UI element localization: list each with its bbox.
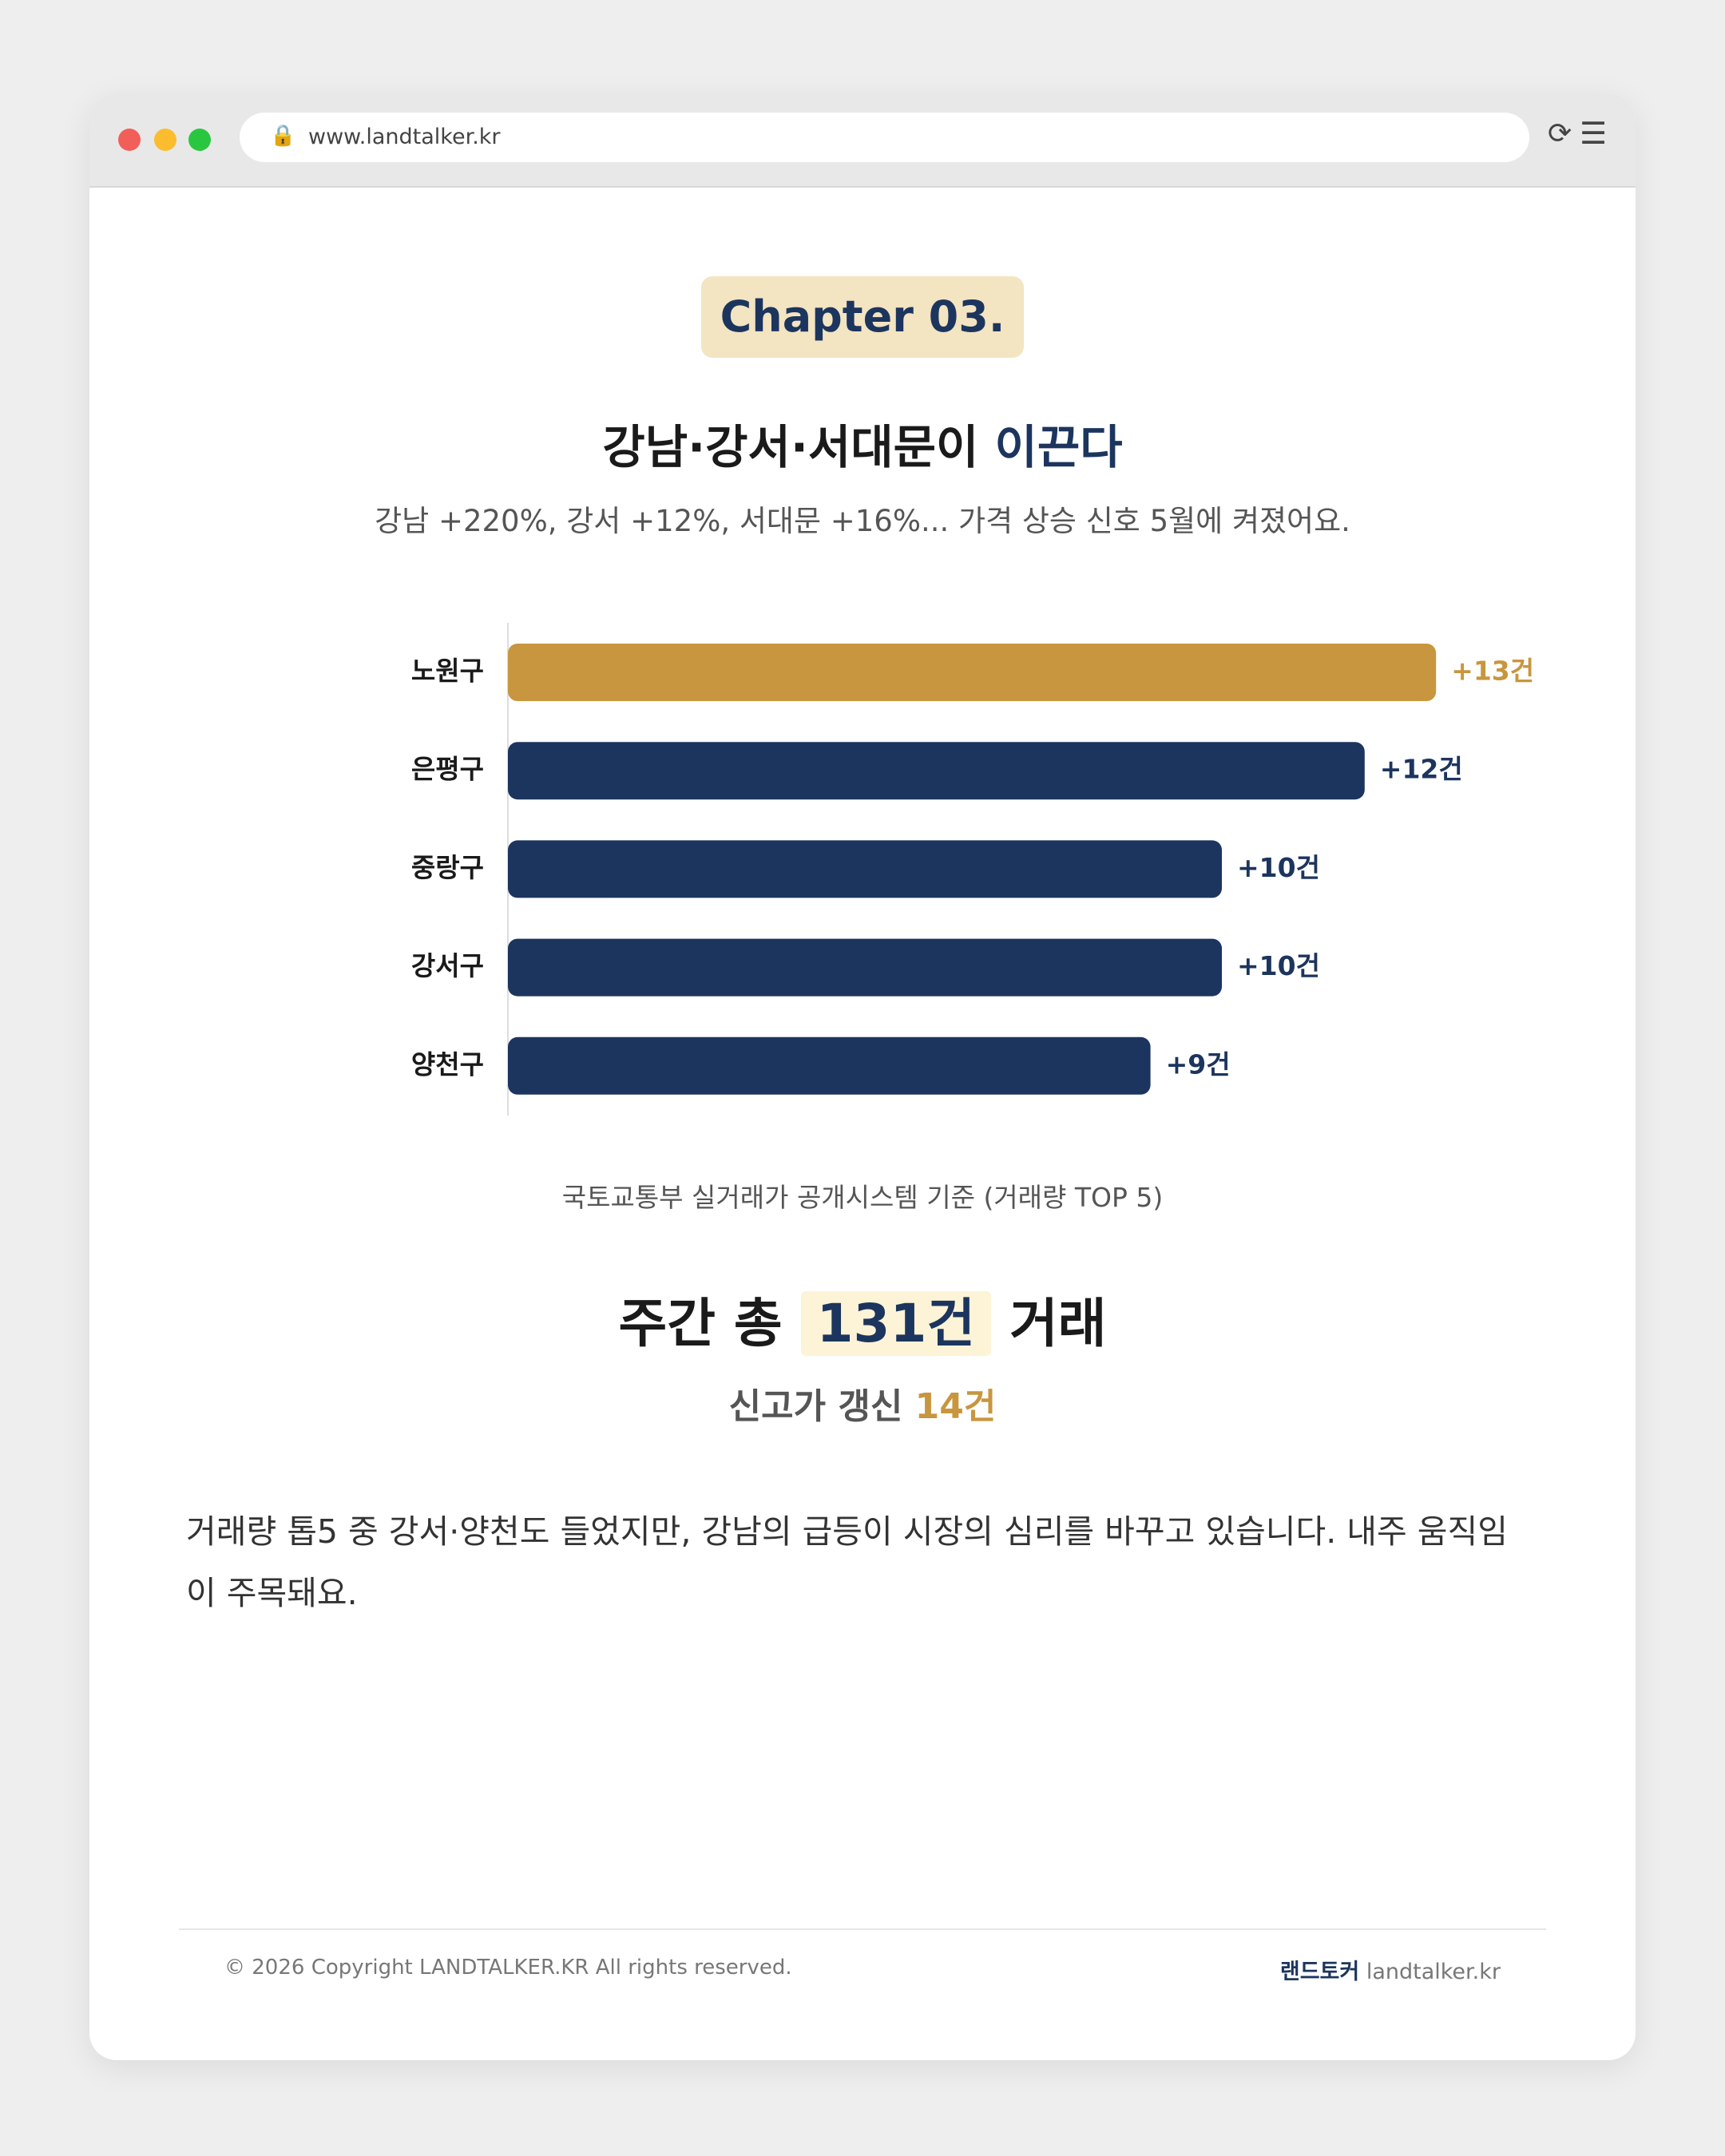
chart-caption: 국토교통부 실거래가 공개시스템 기준 (거래량 TOP 5) — [561, 1182, 1164, 1213]
bar — [508, 644, 1437, 701]
site-name[interactable]: landtalker.kr — [1366, 1960, 1501, 1984]
category-label: 은평구 — [411, 754, 484, 785]
total-value: 131건 — [800, 1291, 992, 1356]
bar — [508, 1036, 1151, 1095]
footer-brand: 랜드토커 landtalker.kr — [1280, 1954, 1501, 1985]
title-highlight: 이끈다 — [994, 420, 1123, 474]
title: 강남·강서·서대문이 이끈다 — [89, 410, 1636, 477]
lock-icon: 🔒 — [270, 124, 296, 148]
chapter-badge: Chapter 03. — [701, 276, 1024, 358]
bar — [508, 840, 1222, 898]
menu-icon[interactable]: ☰ — [1580, 116, 1608, 151]
category-label: 강서구 — [411, 950, 484, 981]
reload-icon[interactable]: ⟳ — [1548, 117, 1572, 150]
total-prefix: 주간 총 — [618, 1293, 801, 1354]
value-label: +12건 — [1380, 754, 1463, 785]
record-value: 14건 — [914, 1386, 997, 1427]
browser-toolbar: 🔒 www.landtalker.kr ⟳ ☰ — [89, 93, 1636, 188]
title-text: 강남·강서·서대문이 — [602, 420, 995, 474]
bar — [508, 938, 1222, 997]
record-prefix: 신고가 갱신 — [728, 1386, 915, 1427]
bar — [508, 742, 1365, 800]
body-text: 거래량 톱5 중 강서·양천도 들었지만, 강남의 급등이 시장의 심리를 바꾸… — [186, 1512, 1508, 1612]
total-suffix: 거래 — [991, 1293, 1107, 1354]
subtitle: 강남 +220%, 강서 +12%, 서대문 +16%... 가격 상승 신호 … — [375, 504, 1350, 538]
total-stat: 주간 총 131건 거래 — [89, 1281, 1636, 1357]
category-label: 노원구 — [411, 656, 484, 687]
category-label: 양천구 — [411, 1048, 484, 1080]
close-button[interactable] — [118, 129, 141, 151]
record-stat: 신고가 갱신 14건 — [89, 1377, 1636, 1429]
browser-window: 🔒 www.landtalker.kr ⟳ ☰ Chapter 03. 강남·강… — [89, 93, 1636, 2060]
copyright: © 2026 Copyright LANDTALKER.KR All right… — [224, 1956, 792, 1980]
brand-name[interactable]: 랜드토커 — [1279, 1960, 1360, 1984]
category-label: 중랑구 — [411, 852, 484, 883]
value-label: +10건 — [1237, 950, 1320, 981]
footer-divider — [179, 1928, 1546, 1930]
url-text: www.landtalker.kr — [308, 125, 501, 149]
value-label: +13건 — [1451, 656, 1534, 687]
maximize-button[interactable] — [188, 129, 211, 151]
value-label: +9건 — [1166, 1048, 1231, 1080]
minimize-button[interactable] — [154, 129, 176, 151]
value-label: +10건 — [1237, 852, 1320, 883]
address-bar[interactable]: 🔒 www.landtalker.kr — [240, 113, 1529, 162]
